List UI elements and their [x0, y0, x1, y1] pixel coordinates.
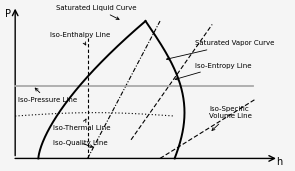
Text: P: P: [5, 9, 11, 19]
Text: Iso-Specific
Volume Line: Iso-Specific Volume Line: [209, 106, 252, 130]
Text: Saturated Liquid Curve: Saturated Liquid Curve: [56, 5, 137, 19]
Text: Saturated Vapor Curve: Saturated Vapor Curve: [167, 41, 274, 60]
Text: Iso-Thermal Line: Iso-Thermal Line: [53, 119, 110, 130]
Text: Iso-Enthalpy Line: Iso-Enthalpy Line: [50, 32, 110, 45]
Text: Iso-Pressure Line: Iso-Pressure Line: [18, 88, 77, 103]
Text: Iso-Entropy Line: Iso-Entropy Line: [175, 63, 251, 80]
Text: h: h: [276, 157, 282, 167]
Text: Iso-Quality Line: Iso-Quality Line: [53, 140, 107, 147]
